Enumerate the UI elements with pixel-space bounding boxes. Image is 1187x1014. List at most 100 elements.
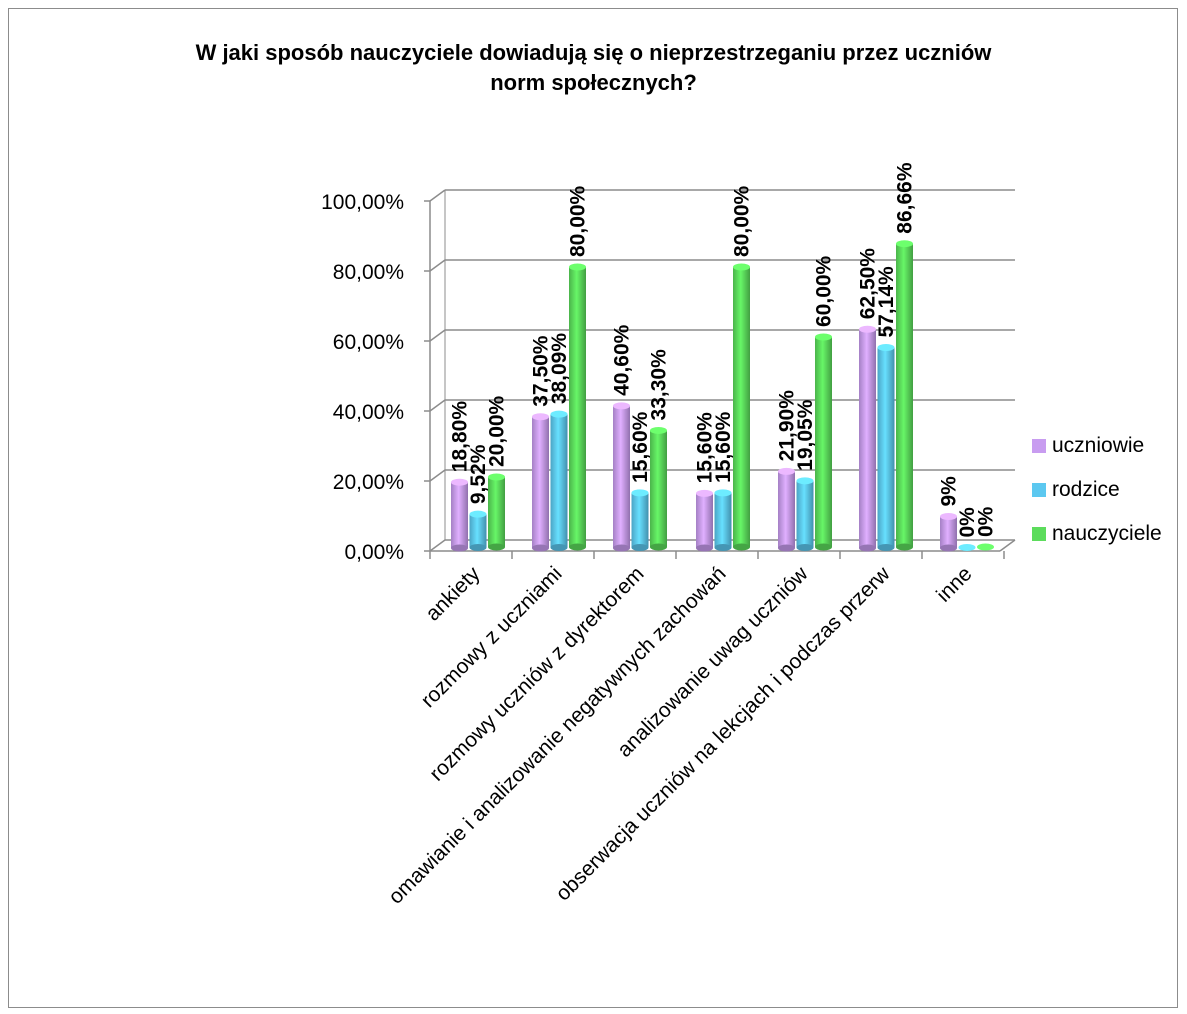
- x-tick-label-1: rozmowy z uczniami: [417, 562, 567, 712]
- data-label-rodzice-2: 15,60%: [629, 411, 652, 483]
- bar-rodzice-4: [796, 480, 814, 548]
- legend-label-uczniowie: uczniowie: [1052, 434, 1145, 457]
- data-label-rodzice-1: 38,09%: [548, 333, 571, 405]
- legend-label-nauczyciele: nauczyciele: [1052, 522, 1162, 545]
- bar-top-rodzice-5: [877, 344, 895, 352]
- bar-rodzice-0: [469, 514, 487, 548]
- data-label-rodzice-0: 9,52%: [467, 444, 490, 504]
- bar-nauczyciele-2: [650, 430, 667, 547]
- bar-base-nauczyciele-5: [896, 543, 913, 551]
- bar-top-rodzice-1: [550, 410, 568, 418]
- bar-base-rodzice-5: [877, 544, 895, 551]
- gridline-side-1: [429, 469, 446, 482]
- gridline-side-5: [429, 189, 446, 202]
- data-label-nauczyciele-3: 80,00%: [731, 185, 754, 257]
- y-tick-label-2: 40,00%: [333, 401, 404, 424]
- chart-title-line2: norm społecznych?: [490, 70, 697, 95]
- data-label-nauczyciele-6: 0%: [975, 506, 998, 537]
- gridline-side-2: [429, 399, 446, 412]
- data-label-rodzice-3: 15,60%: [712, 411, 735, 483]
- bar-base-uczniowie-1: [532, 544, 549, 552]
- bar-base-uczniowie-5: [859, 544, 876, 552]
- x-tick-label-6: inne: [932, 562, 976, 606]
- bar-top-nauczyciele-1: [569, 263, 586, 271]
- floor-edge-left: [429, 539, 446, 552]
- y-tick-label-4: 80,00%: [333, 261, 404, 284]
- gridline-side-3: [429, 329, 446, 342]
- bar-top-rodzice-3: [714, 489, 732, 497]
- bar-top-rodzice-4: [796, 477, 814, 485]
- y-tick-label-5: 100,00%: [321, 191, 404, 214]
- bar-uczniowie-4: [778, 471, 795, 548]
- bar-base-uczniowie-0: [451, 544, 468, 552]
- bar-nauczyciele-5: [896, 243, 913, 547]
- bar-base-rodzice-3: [714, 544, 732, 551]
- y-tick-label-0: 0,00%: [344, 541, 404, 564]
- bar-top-rodzice-6: [958, 544, 976, 551]
- data-label-nauczyciele-1: 80,00%: [567, 185, 590, 257]
- legend-item-nauczyciele: nauczyciele: [1032, 512, 1162, 556]
- data-label-uczniowie-4: 21,90%: [776, 390, 799, 462]
- bar-base-nauczyciele-1: [569, 543, 586, 551]
- bar-top-uczniowie-0: [451, 478, 468, 486]
- bar-base-rodzice-0: [469, 544, 487, 551]
- bar-nauczyciele-1: [569, 267, 586, 547]
- data-label-uczniowie-3: 15,60%: [694, 412, 717, 484]
- legend-item-rodzice: rodzice: [1032, 468, 1162, 512]
- bar-base-rodzice-1: [550, 544, 568, 551]
- bar-rodzice-5: [877, 347, 895, 548]
- legend-label-rodzice: rodzice: [1052, 478, 1120, 501]
- bar-top-nauczyciele-0: [488, 473, 505, 481]
- y-tick-label-3: 60,00%: [333, 331, 404, 354]
- data-label-uczniowie-2: 40,60%: [611, 324, 634, 396]
- legend-swatch-rodzice: [1032, 483, 1046, 497]
- data-label-rodzice-4: 19,05%: [794, 399, 817, 471]
- bar-top-uczniowie-6: [940, 513, 957, 520]
- bar-top-uczniowie-1: [532, 413, 549, 421]
- bar-top-rodzice-2: [631, 489, 649, 497]
- data-label-rodzice-6: 0%: [956, 507, 979, 538]
- bar-nauczyciele-0: [488, 477, 505, 547]
- legend-swatch-nauczyciele: [1032, 527, 1046, 541]
- bar-uczniowie-3: [696, 493, 713, 548]
- bar-rodzice-2: [631, 492, 649, 548]
- bar-top-nauczyciele-4: [815, 333, 832, 341]
- bar-base-nauczyciele-4: [815, 543, 832, 551]
- bar-uczniowie-1: [532, 416, 549, 548]
- floor-edge-right: [999, 539, 1016, 552]
- bar-uczniowie-5: [859, 329, 876, 548]
- bar-top-nauczyciele-3: [733, 263, 750, 271]
- bar-base-nauczyciele-3: [733, 543, 750, 551]
- legend: uczniowie rodzice nauczyciele: [1032, 424, 1162, 556]
- bar-base-nauczyciele-0: [488, 543, 505, 551]
- bar-top-rodzice-0: [469, 510, 487, 518]
- bar-top-nauczyciele-6: [977, 543, 994, 551]
- chart-title-line1: W jaki sposób nauczyciele dowiadują się …: [195, 40, 992, 65]
- gridline-side-4: [429, 259, 446, 272]
- bar-base-uczniowie-2: [613, 544, 630, 552]
- bar-base-uczniowie-6: [940, 544, 957, 552]
- data-label-uczniowie-5: 62,50%: [857, 248, 880, 320]
- data-label-nauczyciele-0: 20,00%: [486, 395, 509, 467]
- bar-nauczyciele-3: [733, 267, 750, 547]
- data-label-uczniowie-1: 37,50%: [530, 335, 553, 407]
- bar-nauczyciele-4: [815, 337, 832, 547]
- data-label-nauczyciele-5: 86,66%: [894, 162, 917, 234]
- data-label-rodzice-5: 57,14%: [875, 266, 898, 338]
- bar-top-nauczyciele-5: [896, 240, 913, 248]
- legend-swatch-uczniowie: [1032, 439, 1046, 453]
- bar-top-uczniowie-3: [696, 489, 713, 497]
- bar-base-rodzice-2: [631, 544, 649, 551]
- data-label-uczniowie-0: 18,80%: [449, 401, 472, 473]
- y-tick-label-1: 20,00%: [333, 471, 404, 494]
- bar-top-nauczyciele-2: [650, 426, 667, 434]
- x-tick-label-0: ankiety: [421, 562, 485, 626]
- chart-frame: [8, 8, 1178, 1008]
- chart-title: W jaki sposób nauczyciele dowiadują się …: [0, 38, 1187, 98]
- legend-item-uczniowie: uczniowie: [1032, 424, 1162, 468]
- bar-top-uczniowie-2: [613, 402, 630, 410]
- bar-base-rodzice-4: [796, 544, 814, 551]
- bar-base-uczniowie-3: [696, 544, 713, 552]
- data-label-nauczyciele-4: 60,00%: [813, 255, 836, 327]
